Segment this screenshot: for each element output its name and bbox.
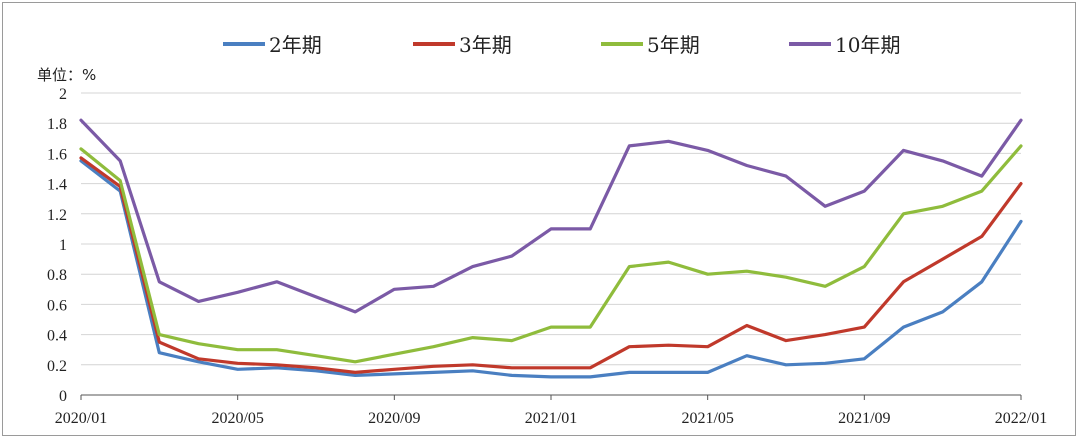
series-line-1 — [79, 159, 1023, 379]
x-tick-label: 2020/01 — [55, 410, 107, 427]
y-tick-label: 0.4 — [47, 328, 67, 345]
legend-label: 10年期 — [835, 33, 900, 57]
y-tick-label: 0.8 — [47, 267, 67, 284]
y-tick-label: 1.8 — [47, 116, 67, 133]
y-axis-unit-label: 单位：% — [37, 66, 96, 84]
x-tick-label: 2020/09 — [368, 410, 420, 427]
axes: 0 0.2 0.4 0.6 0.8 1 1.2 1.4 1.6 1.8 2 2020/01 2020/0… — [47, 86, 1047, 427]
y-tick-label: 0.6 — [47, 297, 67, 314]
series-line-2 — [79, 156, 1023, 374]
y-tick-label: 1 — [59, 237, 67, 254]
x-tick-label: 2022/01 — [995, 410, 1047, 427]
line-chart: 0 0.2 0.4 0.6 0.8 1 1.2 1.4 1.6 1.8 2 2020/01 2020/0… — [37, 33, 1047, 427]
legend-label: 5年期 — [647, 33, 700, 57]
legend: 2年期 3年期 5年期 10年期 — [223, 33, 900, 57]
y-tick-label: 0.2 — [47, 358, 67, 375]
series-line-3 — [79, 144, 1023, 364]
chart-frame: 0 0.2 0.4 0.6 0.8 1 1.2 1.4 1.6 1.8 2 2020/01 2020/0… — [2, 2, 1076, 436]
x-tick-label: 2021/05 — [681, 410, 733, 427]
series-line-4 — [79, 118, 1023, 314]
x-tick-label: 2020/05 — [211, 410, 263, 427]
legend-label: 3年期 — [459, 33, 512, 57]
y-tick-label: 1.2 — [47, 207, 67, 224]
y-tick-label: 1.6 — [47, 146, 67, 163]
legend-label: 2年期 — [269, 33, 322, 57]
series-lines — [79, 118, 1023, 379]
x-tick-label: 2021/09 — [838, 410, 890, 427]
x-tick-label: 2021/01 — [525, 410, 577, 427]
y-tick-label: 2 — [59, 86, 67, 103]
y-tick-label: 1.4 — [47, 177, 67, 194]
y-tick-label: 0 — [59, 388, 67, 405]
grid-lines — [81, 92, 1021, 366]
